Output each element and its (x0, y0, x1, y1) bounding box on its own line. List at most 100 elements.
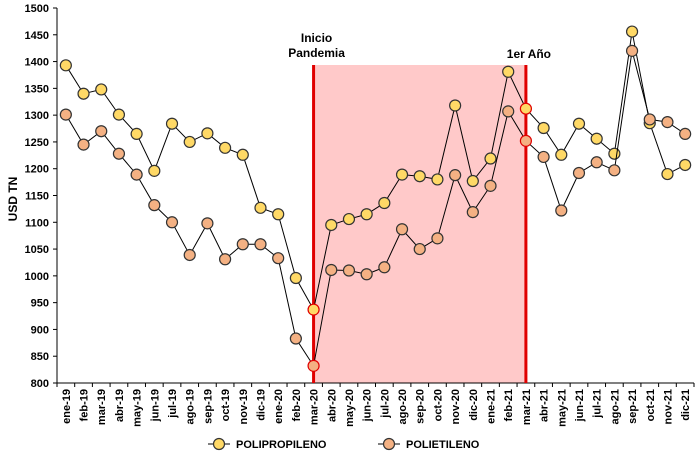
y-tick-label: 1350 (25, 83, 49, 95)
x-tick-label: nov-19 (238, 389, 250, 424)
data-point (661, 167, 674, 181)
data-point (325, 218, 338, 232)
y-tick-label: 1450 (25, 30, 49, 42)
y-tick-label: 1250 (25, 137, 49, 149)
data-point (555, 204, 568, 217)
data-point (201, 127, 214, 140)
y-tick-labels: 800 850 900 950 1000 1050 1100 1150 1200 1250 1300… (25, 3, 49, 390)
y-tick-label: 1200 (25, 164, 49, 176)
axes (53, 7, 695, 387)
data-point (165, 117, 179, 130)
x-tick-label: jun-20 (362, 389, 374, 422)
data-point (590, 132, 603, 145)
data-point (183, 248, 196, 262)
x-tick-label: feb-21 (503, 389, 515, 421)
y-tick-label: 1400 (25, 57, 49, 69)
data-point (218, 141, 232, 154)
x-tick-label: nov-20 (450, 389, 462, 424)
x-tick-label: may-20 (344, 389, 356, 427)
data-point (679, 158, 692, 172)
data-point (395, 168, 409, 181)
data-point (254, 238, 267, 251)
x-tick-label: dic-19 (255, 389, 267, 421)
legend: POLIPROPILENO POLIETILENO (208, 437, 480, 451)
data-point (342, 212, 356, 226)
x-tick-label: jun-19 (149, 389, 161, 422)
data-point (537, 121, 550, 135)
data-point (148, 164, 161, 177)
x-tick-label: sep-20 (415, 389, 427, 424)
x-tick-label: abr-20 (326, 389, 338, 422)
x-tick-label: jul-19 (167, 389, 179, 419)
data-point (502, 65, 515, 78)
y-tick-label: 1100 (25, 217, 49, 229)
data-point (378, 196, 391, 210)
data-point (59, 108, 72, 121)
data-point (201, 217, 214, 230)
data-point (431, 173, 444, 186)
x-tick-label: dic-20 (468, 389, 480, 421)
y-tick-label: 800 (31, 378, 49, 390)
legend-marker (382, 437, 396, 451)
data-point (360, 208, 373, 221)
data-point (218, 253, 232, 266)
data-point (272, 208, 285, 221)
x-tick-label: dic-21 (680, 389, 692, 421)
series (59, 25, 692, 372)
x-tick-label: sep-19 (202, 389, 214, 424)
data-point (148, 199, 161, 212)
x-tick-label: oct-19 (220, 389, 232, 421)
data-point (413, 242, 426, 256)
data-point (572, 166, 586, 180)
x-tick-label: sep-21 (627, 389, 639, 424)
x-tick-label: ene-21 (486, 389, 498, 424)
y-tick-label: 900 (31, 324, 49, 336)
data-point (130, 127, 143, 140)
x-tick-label: ene-20 (273, 389, 285, 424)
x-tick-label: mar-21 (521, 389, 533, 425)
data-point (272, 252, 285, 265)
data-point (236, 148, 249, 161)
data-point (625, 25, 639, 38)
data-point (519, 102, 533, 115)
x-tick-label: may-19 (132, 389, 144, 427)
data-point (183, 135, 196, 149)
data-point (608, 147, 621, 160)
annotation-label: Pandemia (288, 46, 345, 60)
data-point (502, 105, 515, 118)
data-point (112, 108, 126, 121)
x-tick-label: abr-19 (114, 389, 126, 422)
data-point (608, 164, 621, 177)
x-tick-label: oct-21 (645, 389, 657, 421)
y-tick-label: 1500 (25, 3, 49, 15)
x-tick-label: mar-20 (309, 389, 321, 425)
x-tick-label: may-21 (556, 389, 568, 427)
x-tick-label: feb-20 (291, 389, 303, 421)
x-tick-label: ene-19 (61, 389, 73, 424)
x-tick-label: feb-19 (79, 389, 91, 421)
data-point (484, 179, 497, 192)
data-point (643, 113, 656, 126)
y-tick-label: 1050 (25, 244, 49, 256)
legend-marker (212, 437, 226, 451)
data-point (449, 169, 462, 182)
data-point (77, 87, 90, 100)
y-tick-label: 950 (31, 298, 49, 310)
data-point (625, 44, 639, 57)
data-point (572, 117, 586, 130)
data-point (112, 147, 126, 160)
annotation-label: 1er Año (507, 47, 551, 61)
data-point (431, 232, 444, 245)
x-tick-label: ago-19 (185, 389, 197, 424)
data-point (307, 303, 320, 316)
series-polietileno (59, 44, 692, 372)
legend-label: POLIETILENO (406, 439, 480, 451)
data-point (289, 271, 302, 285)
annotation-label: Inicio (301, 31, 332, 45)
x-tick-label: jul-20 (379, 389, 391, 419)
y-tick-label: 850 (31, 351, 49, 363)
x-tick-label: ago-21 (609, 389, 621, 424)
x-tick-label: abr-21 (539, 389, 551, 422)
y-tick-label: 1300 (25, 110, 49, 122)
